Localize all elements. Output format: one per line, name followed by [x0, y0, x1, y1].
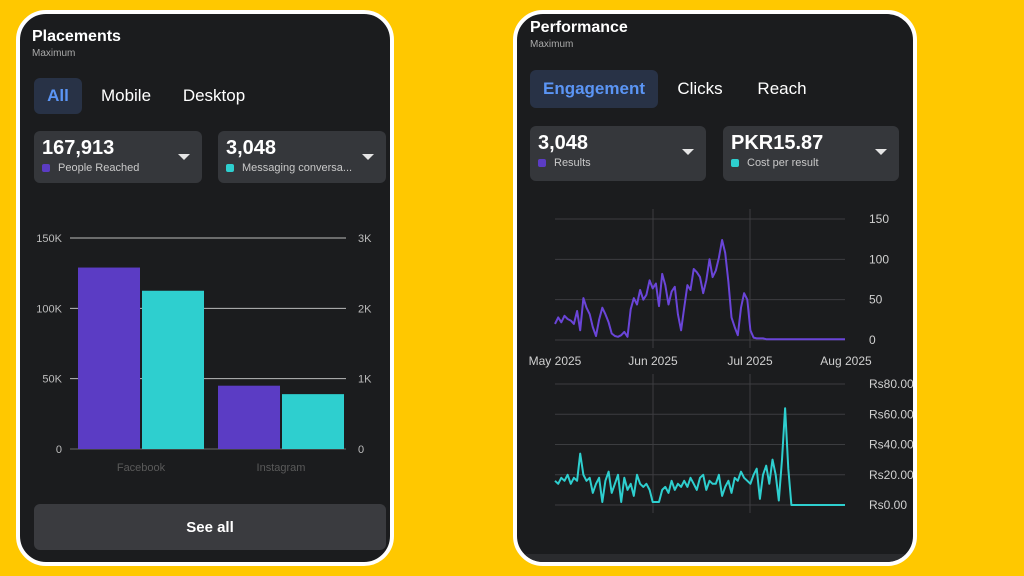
engagement-line-chart: 0 50 100 150 May 2025 Jun 2025 Jul 2025 Aug 202… — [529, 209, 889, 368]
x-tick-label: May 2025 — [529, 354, 582, 368]
tab-reach[interactable]: Reach — [757, 79, 807, 98]
metric-label: Messaging conversa... — [242, 162, 353, 174]
legend-swatch — [731, 159, 739, 167]
x-tick-label: Aug 2025 — [820, 354, 872, 368]
y-right-tick-label: 1K — [358, 374, 372, 386]
metric-value: PKR15.87 — [731, 132, 824, 154]
y-tick-label: 100 — [869, 252, 889, 266]
performance-panel: Performance Maximum Engagement Clicks Re… — [513, 10, 917, 566]
y-left-tick-label: 50K — [42, 374, 62, 386]
y-left-tick-label: 100K — [36, 303, 62, 315]
y-right-tick-label: 0 — [358, 444, 364, 456]
metric-label-row: Cost per result — [731, 157, 819, 169]
y-tick-label: Rs60.00 — [869, 407, 914, 421]
y-tick-label: 0 — [869, 333, 876, 347]
legend-swatch — [42, 164, 50, 172]
y-left-tick-label: 0 — [56, 444, 62, 456]
placements-bar-chart: 0 50K 100K 150K 0 1K 2K 3K Facebook Instagram — [36, 233, 372, 474]
y-left-tick-label: 150K — [36, 233, 62, 245]
metric-label: Cost per result — [747, 157, 819, 169]
chevron-down-icon[interactable] — [362, 154, 374, 160]
chevron-down-icon[interactable] — [682, 149, 694, 155]
metric-card-cost-per-result[interactable]: PKR15.87 Cost per result — [723, 126, 899, 181]
chevron-down-icon[interactable] — [875, 149, 887, 155]
placements-panel: Placements Maximum All Mobile Desktop 16… — [16, 10, 394, 566]
metric-label: Results — [554, 157, 591, 169]
y-tick-label: Rs20.00 — [869, 468, 914, 482]
metric-value: 3,048 — [538, 132, 589, 154]
metric-label-row: Messaging conversa... — [226, 162, 352, 174]
panel-subtitle: Maximum — [530, 39, 574, 50]
y-tick-label: 150 — [869, 212, 889, 226]
metric-card-messaging[interactable]: 3,048 Messaging conversa... — [218, 131, 386, 183]
tab-all[interactable]: All — [34, 78, 82, 114]
series-line — [554, 239, 845, 341]
metric-value: 3,048 — [226, 137, 277, 159]
y-right-tick-label: 2K — [358, 303, 372, 315]
bar — [142, 290, 204, 449]
bar — [78, 267, 140, 449]
see-all-button[interactable]: See all — [34, 504, 386, 550]
metric-value: 167,913 — [42, 137, 115, 159]
bar — [218, 385, 280, 449]
y-right-tick-label: 3K — [358, 233, 372, 245]
bottom-divider — [517, 554, 913, 562]
tab-desktop[interactable]: Desktop — [182, 86, 246, 105]
metric-card-results[interactable]: 3,048 Results — [530, 126, 706, 181]
tab-mobile[interactable]: Mobile — [100, 86, 152, 105]
panel-title: Placements — [32, 28, 121, 45]
metric-label-row: Results — [538, 157, 591, 169]
bar — [282, 394, 344, 449]
y-tick-label: Rs0.00 — [869, 498, 907, 512]
legend-swatch — [538, 159, 546, 167]
x-tick-label: Facebook — [117, 462, 166, 474]
metric-label: People Reached — [58, 162, 140, 174]
x-tick-label: Jul 2025 — [727, 354, 773, 368]
panel-title: Performance — [530, 19, 628, 36]
chevron-down-icon[interactable] — [178, 154, 190, 160]
x-tick-label: Instagram — [257, 462, 306, 474]
metric-label-row: People Reached — [42, 162, 139, 174]
y-tick-label: 50 — [869, 293, 883, 307]
cost-line-chart: Rs0.00 Rs20.00 Rs40.00 Rs60.00 Rs80.00 — [554, 374, 914, 513]
x-tick-label: Jun 2025 — [628, 354, 678, 368]
series-line — [554, 407, 845, 506]
y-tick-label: Rs80.00 — [869, 377, 914, 391]
tab-clicks[interactable]: Clicks — [677, 79, 723, 98]
legend-swatch — [226, 164, 234, 172]
metric-card-people-reached[interactable]: 167,913 People Reached — [34, 131, 202, 183]
y-tick-label: Rs40.00 — [869, 438, 914, 452]
panel-subtitle: Maximum — [32, 48, 76, 59]
tab-engagement[interactable]: Engagement — [530, 70, 658, 108]
